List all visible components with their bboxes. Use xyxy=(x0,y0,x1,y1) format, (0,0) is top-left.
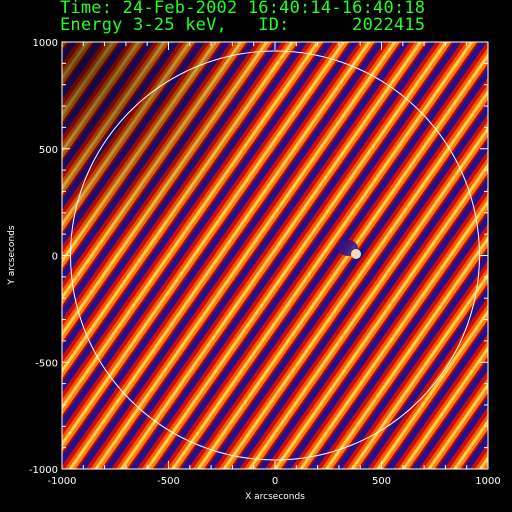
x-axis-label: X arcseconds xyxy=(245,492,305,502)
y-tick-label: 500 xyxy=(39,145,58,156)
x-axis: -1000 -500 0 500 1000 xyxy=(47,42,501,487)
x-tick-label: 0 xyxy=(272,476,278,487)
x-tick-label: 1000 xyxy=(475,476,500,487)
y-tick-label: 0 xyxy=(52,252,58,263)
y-axis: 1000 500 0 -500 -1000 xyxy=(29,38,488,476)
y-tick-label: -500 xyxy=(35,358,58,369)
y-axis-label: Y arcseconds xyxy=(7,225,17,285)
x-tick-label: -500 xyxy=(157,476,180,487)
time-header: Time: 24-Feb-2002 16:40:14-16:40:18 xyxy=(60,0,426,18)
y-tick-label: 1000 xyxy=(33,38,58,49)
source-peak xyxy=(351,249,361,259)
y-tick-label: -1000 xyxy=(29,465,58,476)
x-tick-label: -1000 xyxy=(47,476,76,487)
solar-limb-circle xyxy=(70,50,480,461)
energy-header: Energy 3-25 keV, ID: 2022415 xyxy=(60,15,426,35)
map-image xyxy=(62,42,488,469)
x-tick-label: 500 xyxy=(372,476,391,487)
